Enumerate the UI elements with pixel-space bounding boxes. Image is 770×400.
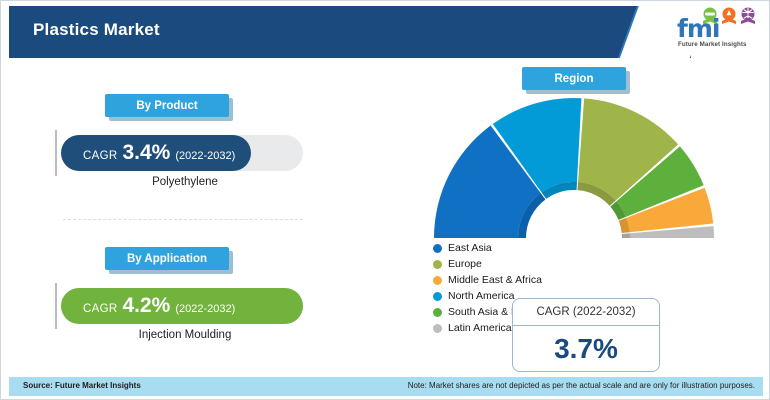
legend-label: North America	[448, 290, 515, 302]
legend-label: Europe	[448, 258, 482, 270]
bar-fill: CAGR 3.4% (2022-2032)	[61, 135, 251, 171]
region-half-donut-chart	[434, 98, 714, 238]
section-divider	[63, 219, 303, 221]
cagr-value: 4.2%	[122, 294, 171, 317]
donut-slice-inner-rim	[577, 182, 616, 206]
bar-start-tick	[55, 283, 57, 329]
donut-slice-inner-rim	[610, 201, 626, 220]
application-caption: Injection Moulding	[138, 329, 232, 341]
bar-start-tick	[55, 130, 57, 176]
bar-fill: CAGR 4.2% (2022-2032)	[61, 288, 303, 324]
fmi-logo: fmi Future Market Insights	[677, 7, 765, 51]
legend-swatch-icon	[433, 275, 442, 285]
overall-cagr-header: CAGR (2022-2032)	[513, 299, 659, 326]
legend-label: Middle East & Africa	[448, 274, 542, 286]
logo-wordmark: fmi	[677, 14, 720, 43]
logo-tagline: Future Market Insights	[678, 41, 747, 48]
legend-swatch-icon	[433, 259, 442, 269]
overall-cagr-box: CAGR (2022-2032) 3.7%	[512, 298, 660, 372]
chart-legend: East Asia Europe Middle East & Africa No…	[433, 240, 723, 336]
donut-slice-inner-rim	[618, 217, 630, 234]
legend-item[interactable]: Latin America	[433, 320, 573, 336]
page-title: Plastics Market	[33, 20, 160, 39]
donut-slices	[434, 98, 714, 238]
product-caption: Polyethylene	[152, 176, 218, 188]
logo-people-icon	[703, 7, 755, 24]
legend-label: East Asia	[448, 242, 492, 254]
tab-by-product[interactable]: By Product	[105, 94, 229, 117]
legend-item[interactable]: East Asia	[433, 240, 583, 256]
donut-slice[interactable]	[578, 98, 679, 201]
legend-column-left: East Asia Europe Middle East & Africa	[433, 240, 583, 288]
cagr-word: CAGR	[83, 303, 118, 315]
cagr-word: CAGR	[83, 150, 118, 162]
donut-slice[interactable]	[616, 146, 704, 217]
header-banner: Plastics Market	[9, 6, 763, 58]
legend-swatch-icon	[433, 291, 442, 301]
bar-value-label: CAGR 4.2% (2022-2032)	[61, 294, 235, 318]
bar-value-label: CAGR 3.4% (2022-2032)	[61, 141, 235, 165]
cagr-years: (2022-2032)	[175, 303, 236, 315]
cagr-years: (2022-2032)	[175, 150, 236, 162]
tab-region[interactable]: Region	[522, 67, 626, 90]
donut-slice-inner-rim	[621, 233, 630, 238]
tab-by-application[interactable]: By Application	[105, 247, 229, 270]
legend-item[interactable]: North America	[433, 288, 573, 304]
footer-bar: Source: Future Market Insights Note: Mar…	[9, 377, 763, 396]
legend-label: Latin America	[448, 322, 512, 334]
donut-slice[interactable]	[626, 187, 714, 233]
donut-slice-inner-rim	[541, 182, 577, 199]
footer-source: Source: Future Market Insights	[23, 381, 141, 390]
overall-cagr-value: 3.7%	[554, 332, 618, 364]
donut-slice[interactable]	[492, 98, 582, 193]
donut-slice[interactable]	[434, 125, 541, 238]
donut-slice[interactable]	[629, 226, 714, 238]
legend-swatch-icon	[433, 323, 442, 333]
legend-item[interactable]: Europe	[433, 256, 583, 272]
legend-swatch-icon	[433, 243, 442, 253]
cagr-value: 3.4%	[122, 141, 171, 164]
legend-swatch-icon	[433, 307, 442, 317]
legend-item[interactable]: Middle East & Africa	[433, 272, 583, 288]
donut-slice-inner-rim	[518, 193, 546, 238]
footer-note: Note: Market shares are not depicted as …	[407, 381, 755, 390]
